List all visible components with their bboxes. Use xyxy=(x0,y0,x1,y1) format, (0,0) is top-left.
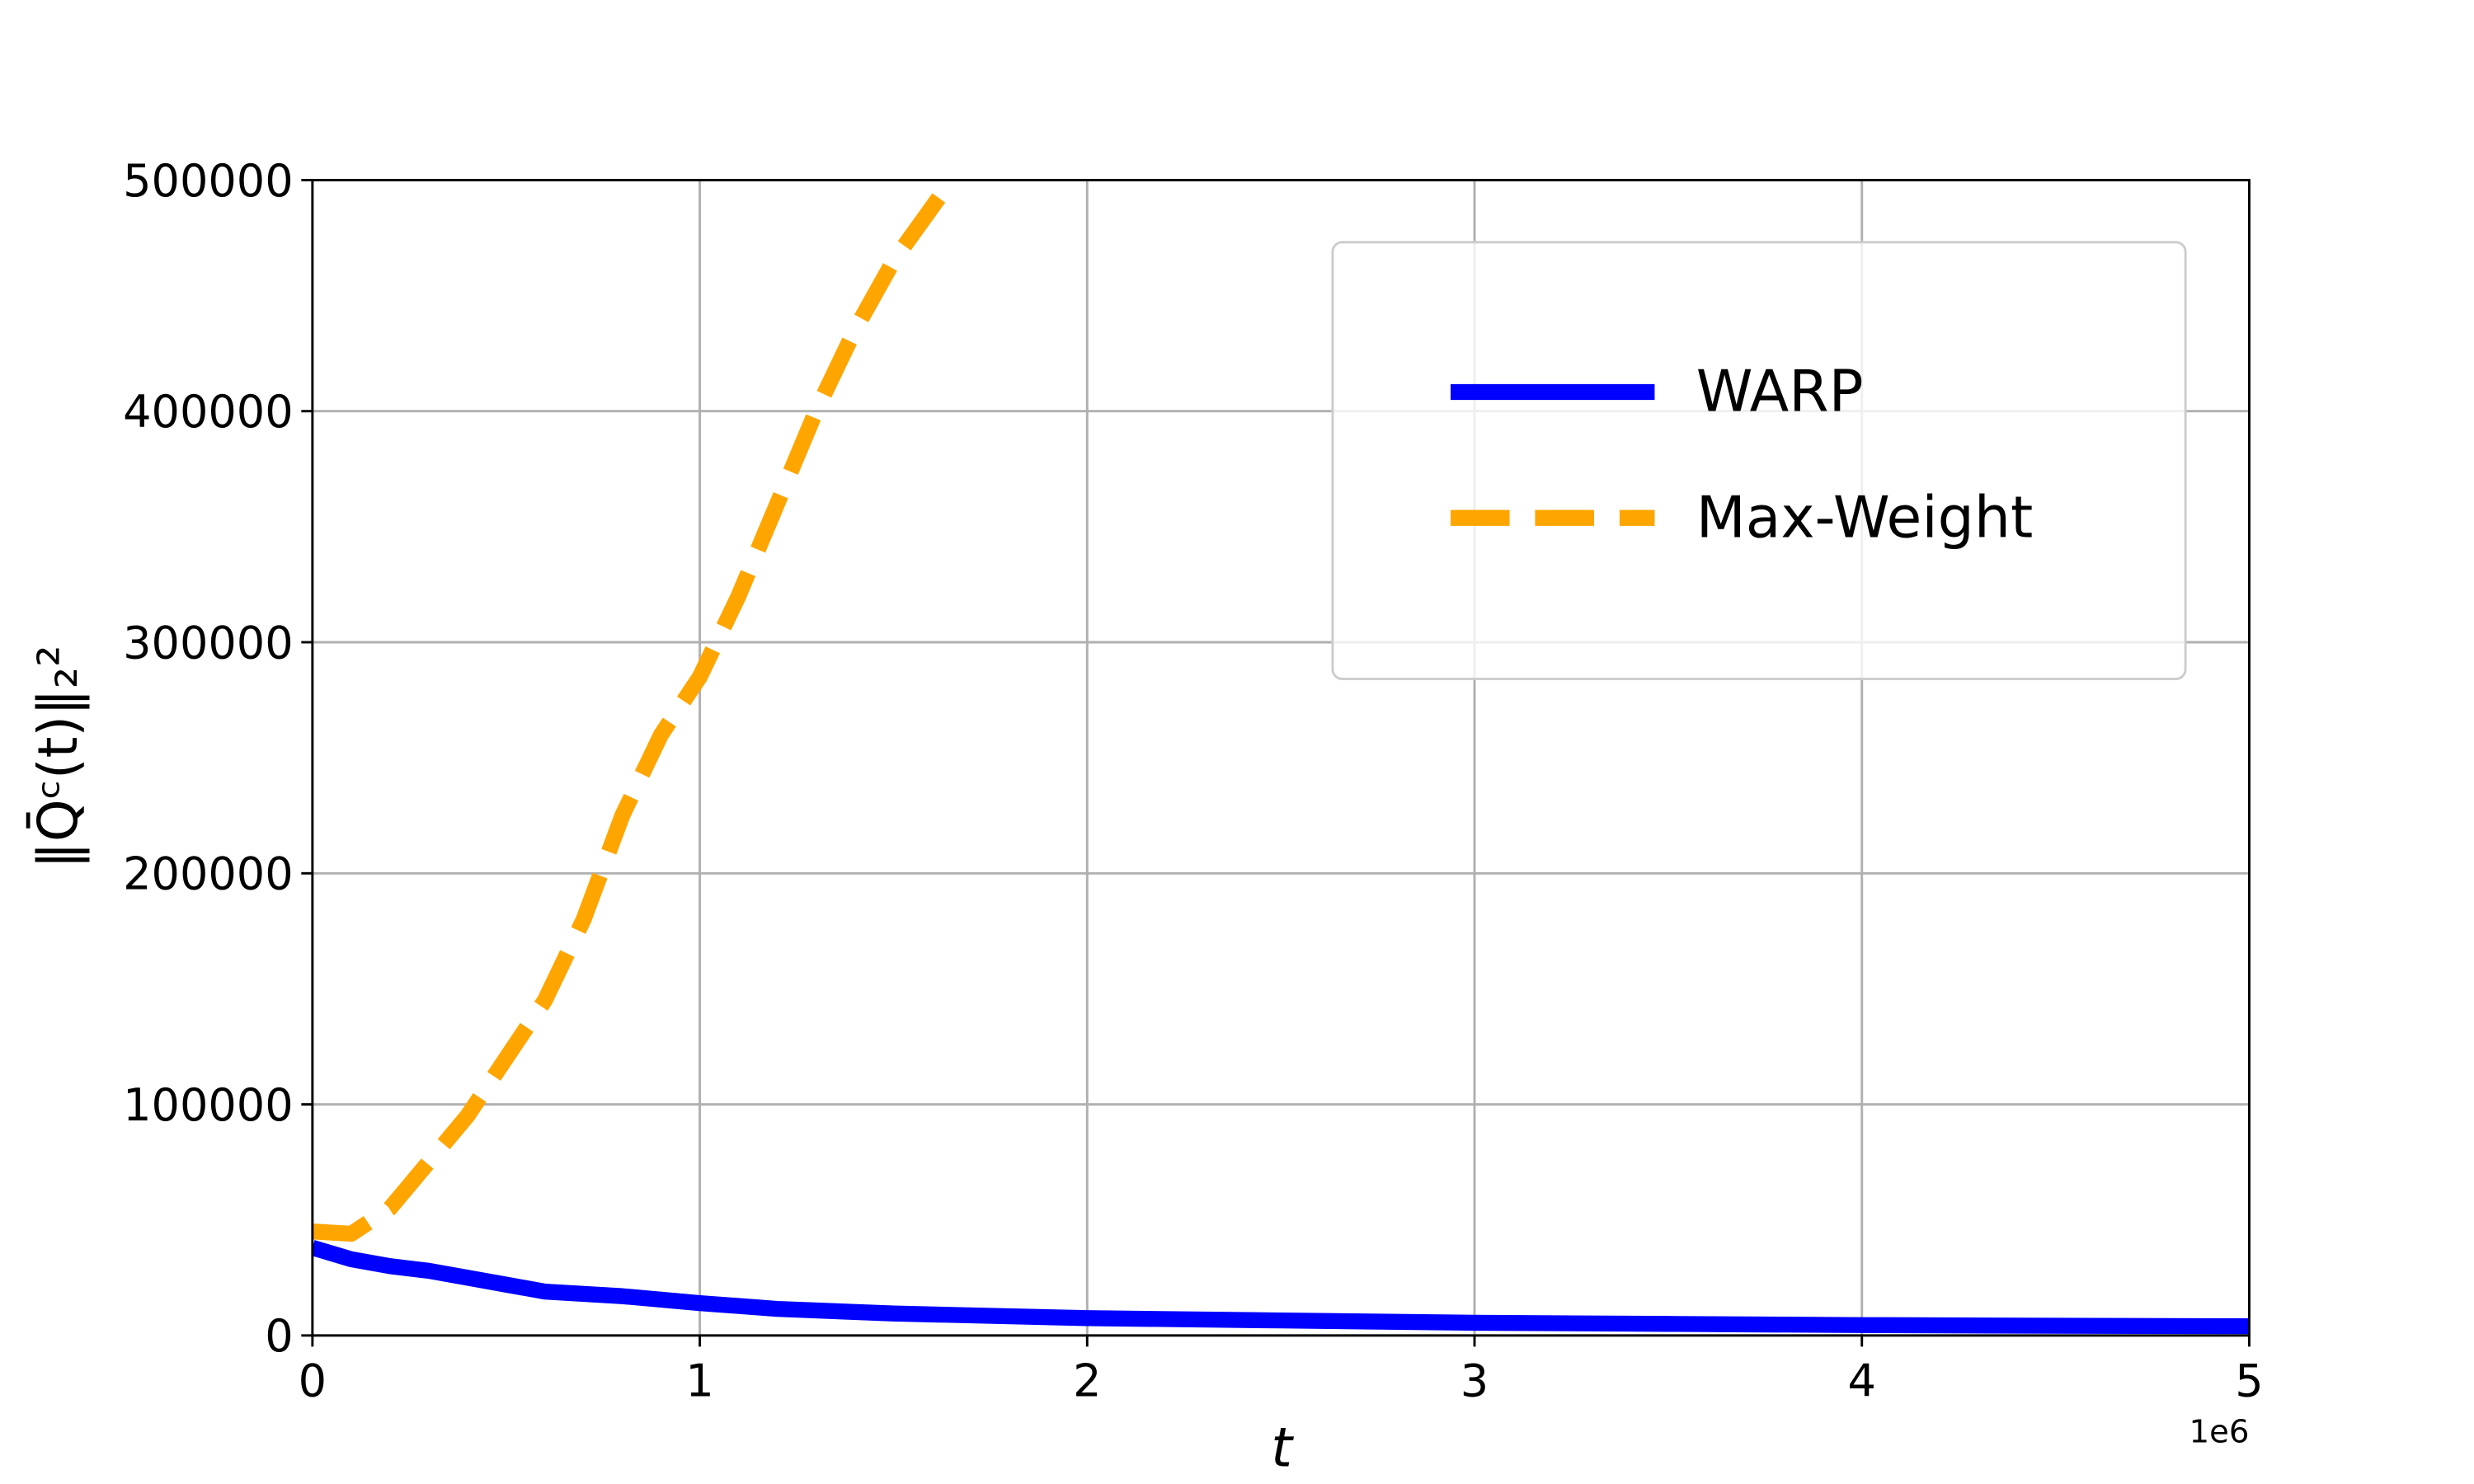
series-line xyxy=(312,1240,2250,1335)
x-offset-label: 1e6 xyxy=(2189,1413,2249,1450)
x-tick-label: 0 xyxy=(299,1355,327,1407)
legend-box xyxy=(1331,241,2187,680)
plot-area xyxy=(312,180,2250,1335)
x-tick-label: 4 xyxy=(1848,1355,1876,1407)
x-tick-label: 1 xyxy=(685,1355,713,1407)
y-tick-label: 200000 xyxy=(123,848,294,900)
y-tick-label: 500000 xyxy=(123,155,294,207)
axes-frame xyxy=(311,178,2251,1337)
ticks: 0 1 2 3 4 5 0 100000 200000 300000 400000 500000 xyxy=(123,155,2264,1407)
series-line xyxy=(312,180,958,1242)
y-tick-label: 100000 xyxy=(123,1079,294,1131)
legend-label: WARP xyxy=(1696,359,1864,425)
x-tick-label: 3 xyxy=(1460,1355,1489,1407)
x-axis-label: t xyxy=(1271,1416,1294,1479)
y-tick-label: 300000 xyxy=(123,617,294,669)
y-tick-label: 0 xyxy=(265,1310,293,1362)
y-tick-label: 400000 xyxy=(123,386,294,438)
x-tick-label: 2 xyxy=(1073,1355,1101,1407)
legend-label: Max-Weight xyxy=(1696,484,2034,551)
legend: WARP Max-Weight xyxy=(1331,241,2187,680)
x-tick-label: 5 xyxy=(2235,1355,2263,1407)
y-axis-label: ‖Q̄ᶜ(t)‖₂² xyxy=(26,645,90,869)
